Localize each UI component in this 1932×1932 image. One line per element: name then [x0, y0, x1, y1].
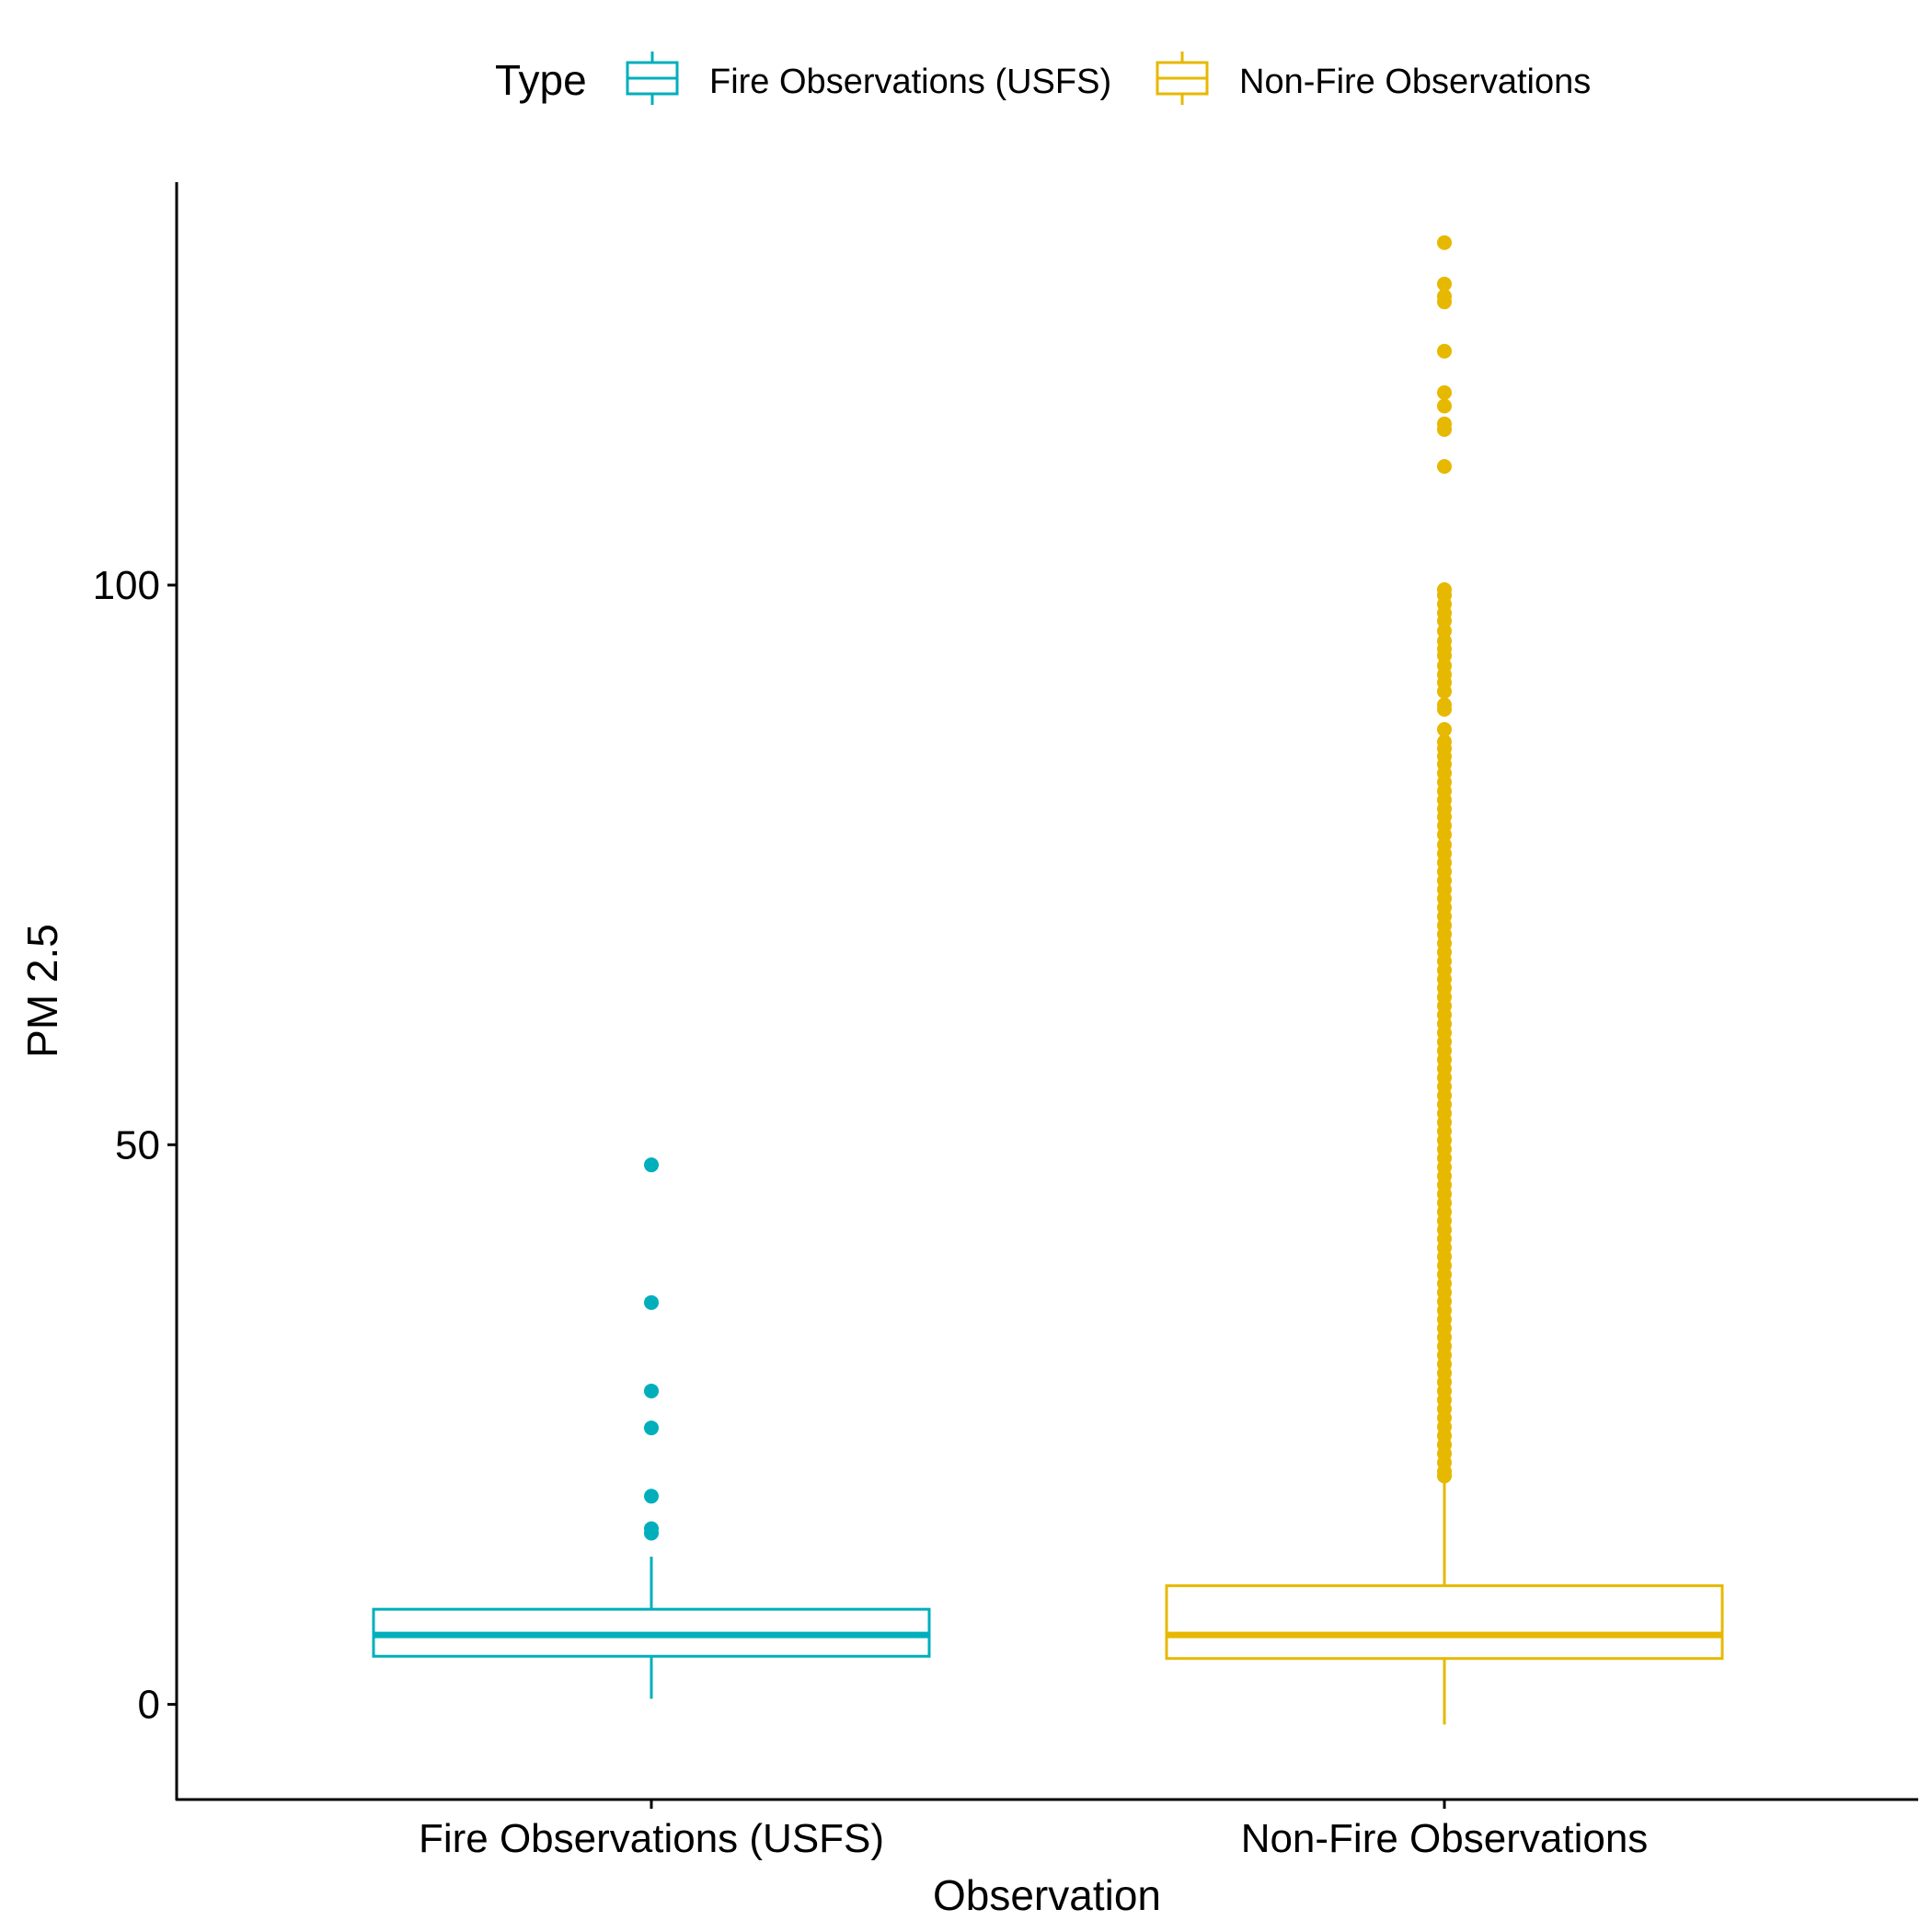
outlier-point: [644, 1525, 659, 1541]
outlier-point: [1437, 343, 1452, 359]
outlier-point: [1437, 623, 1452, 638]
outlier-point: [1437, 827, 1452, 843]
outlier-point: [1437, 721, 1452, 737]
outlier-point: [1437, 702, 1452, 718]
legend: Type Fire Observations (USFS) Non-Fire O…: [495, 52, 1591, 105]
outlier-point: [1437, 421, 1452, 437]
x-axis-title: Observation: [933, 1871, 1161, 1919]
outlier-point: [1437, 385, 1452, 400]
legend-key-fire: [626, 52, 679, 105]
outlier-point: [1437, 276, 1452, 292]
outlier-point: [644, 1294, 659, 1310]
x-tick-label-nonfire: Non-Fire Observations: [1241, 1816, 1649, 1861]
legend-label-nonfire: Non-Fire Observations: [1239, 63, 1591, 101]
box-group-0: [372, 1157, 931, 1699]
legend-title: Type: [495, 56, 587, 104]
outlier-point: [644, 1157, 659, 1173]
outlier-point: [1437, 235, 1452, 250]
x-axis-ticks: [650, 1800, 1446, 1809]
y-axis-ticks: 0 50 100: [93, 563, 177, 1728]
outlier-point: [644, 1420, 659, 1436]
outlier-point: [644, 1383, 659, 1398]
legend-label-fire: Fire Observations (USFS): [709, 63, 1111, 101]
y-tick-label-50: 50: [115, 1122, 160, 1167]
plot-area: [372, 235, 1724, 1725]
outlier-point: [1437, 648, 1452, 663]
y-tick-label-100: 100: [93, 563, 160, 608]
outlier-point: [644, 1489, 659, 1504]
outlier-point: [1437, 398, 1452, 414]
outlier-point: [1437, 1468, 1452, 1484]
box-group-1: [1165, 235, 1724, 1725]
y-tick-label-0: 0: [138, 1683, 160, 1728]
outlier-point: [1437, 459, 1452, 475]
legend-key-nonfire: [1156, 52, 1209, 105]
box: [1165, 1584, 1724, 1661]
x-tick-label-fire: Fire Observations (USFS): [419, 1816, 884, 1861]
outlier-point: [1437, 684, 1452, 699]
outlier-point: [1437, 613, 1452, 628]
y-axis-title: PM 2.5: [18, 924, 66, 1058]
outlier-point: [1437, 294, 1452, 310]
